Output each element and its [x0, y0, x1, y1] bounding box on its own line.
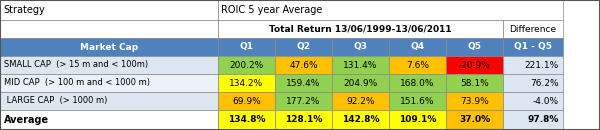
Text: 92.2%: 92.2%	[346, 96, 375, 106]
Bar	[218, 0, 563, 20]
Bar	[446, 56, 503, 74]
Text: 221.1%: 221.1%	[525, 60, 559, 70]
Bar	[389, 74, 446, 92]
Bar	[389, 56, 446, 74]
Bar	[503, 56, 563, 74]
Bar	[332, 92, 389, 110]
Bar	[0, 38, 218, 56]
Text: 69.9%: 69.9%	[232, 96, 261, 106]
Text: MID CAP  (> 100 m and < 1000 m): MID CAP (> 100 m and < 1000 m)	[4, 79, 150, 87]
Bar	[0, 20, 218, 38]
Text: 159.4%: 159.4%	[286, 79, 320, 87]
Bar	[446, 74, 503, 92]
Bar	[446, 92, 503, 110]
Bar	[389, 92, 446, 110]
Text: Q1 - Q5: Q1 - Q5	[514, 43, 552, 51]
Text: 128.1%: 128.1%	[285, 115, 322, 125]
Text: Q5: Q5	[467, 43, 482, 51]
Bar	[0, 110, 218, 130]
Text: Total Return 13/06/1999-13/06/2011: Total Return 13/06/1999-13/06/2011	[269, 24, 452, 34]
Text: ROIC 5 year Average: ROIC 5 year Average	[221, 5, 322, 15]
Bar	[218, 110, 275, 130]
Text: LARGE CAP  (> 1000 m): LARGE CAP (> 1000 m)	[4, 96, 107, 106]
Text: Difference: Difference	[509, 24, 557, 34]
Bar	[275, 92, 332, 110]
Text: 76.2%: 76.2%	[530, 79, 559, 87]
Text: Q1: Q1	[239, 43, 254, 51]
Text: 47.6%: 47.6%	[289, 60, 318, 70]
Bar	[503, 38, 563, 56]
Bar	[0, 92, 218, 110]
Text: 177.2%: 177.2%	[286, 96, 320, 106]
Bar	[275, 38, 332, 56]
Bar	[389, 110, 446, 130]
Bar	[503, 92, 563, 110]
Text: 97.8%: 97.8%	[527, 115, 559, 125]
Bar	[0, 56, 218, 74]
Text: 151.6%: 151.6%	[400, 96, 435, 106]
Text: Q4: Q4	[410, 43, 425, 51]
Text: 200.2%: 200.2%	[229, 60, 263, 70]
Text: Q2: Q2	[296, 43, 311, 51]
Text: Average: Average	[4, 115, 49, 125]
Text: Q3: Q3	[353, 43, 367, 51]
Text: Strategy: Strategy	[3, 5, 45, 15]
Bar	[389, 38, 446, 56]
Bar	[275, 56, 332, 74]
Text: 109.1%: 109.1%	[399, 115, 436, 125]
Bar	[332, 56, 389, 74]
Bar	[332, 74, 389, 92]
Bar	[218, 92, 275, 110]
Text: 134.8%: 134.8%	[228, 115, 265, 125]
Bar	[503, 74, 563, 92]
Bar	[218, 56, 275, 74]
Bar	[218, 20, 503, 38]
Bar	[446, 38, 503, 56]
Text: -4.0%: -4.0%	[533, 96, 559, 106]
Text: 7.6%: 7.6%	[406, 60, 429, 70]
Bar	[0, 74, 218, 92]
Text: 131.4%: 131.4%	[343, 60, 377, 70]
Text: 142.8%: 142.8%	[342, 115, 379, 125]
Text: Market Cap: Market Cap	[80, 43, 138, 51]
Text: -20.9%: -20.9%	[458, 60, 490, 70]
Text: SMALL CAP  (> 15 m and < 100m): SMALL CAP (> 15 m and < 100m)	[4, 60, 148, 70]
Text: 37.0%: 37.0%	[459, 115, 490, 125]
Bar	[275, 74, 332, 92]
Bar	[446, 110, 503, 130]
Text: 73.9%: 73.9%	[460, 96, 489, 106]
Bar	[218, 38, 275, 56]
Text: 134.2%: 134.2%	[229, 79, 263, 87]
Bar	[332, 38, 389, 56]
Bar	[218, 74, 275, 92]
Bar	[275, 110, 332, 130]
Bar	[503, 110, 563, 130]
Text: 204.9%: 204.9%	[343, 79, 377, 87]
Bar	[332, 110, 389, 130]
Text: 168.0%: 168.0%	[400, 79, 435, 87]
Text: 58.1%: 58.1%	[460, 79, 489, 87]
Bar	[0, 0, 218, 20]
Bar	[503, 20, 563, 38]
